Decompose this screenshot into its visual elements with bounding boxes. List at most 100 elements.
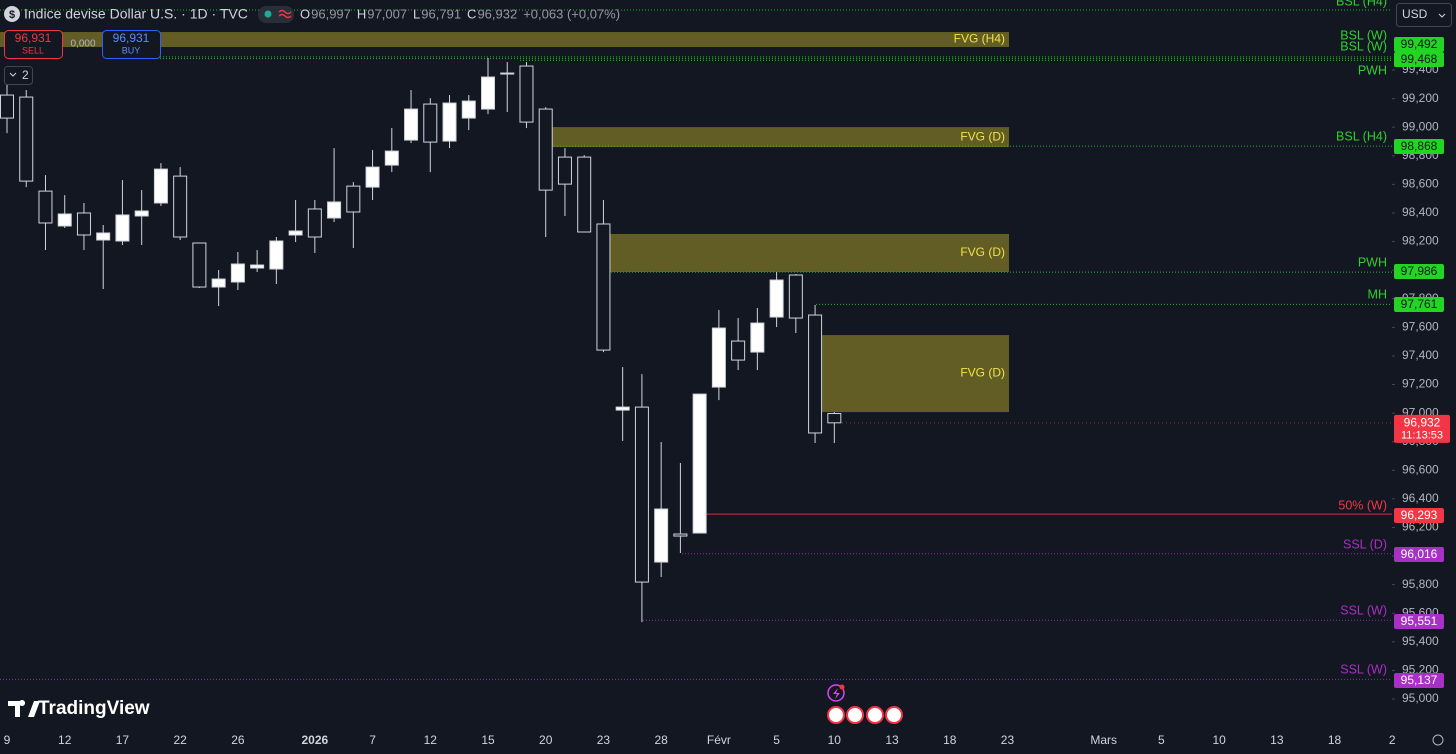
price-tag-label: 95,551 bbox=[1401, 614, 1438, 628]
level-label: BSL (H4) bbox=[1336, 0, 1387, 8]
y-tick-label: 98,600 bbox=[1402, 177, 1439, 191]
price-tag bbox=[1394, 264, 1444, 279]
candle-body bbox=[654, 508, 669, 563]
candle-body bbox=[827, 413, 842, 424]
price-tag-label: 95,137 bbox=[1401, 673, 1438, 687]
y-tick-label: 98,200 bbox=[1402, 234, 1439, 248]
candle-body bbox=[115, 214, 130, 242]
candle-body bbox=[692, 393, 707, 534]
layout-count[interactable]: 2 bbox=[22, 68, 29, 82]
buy-price[interactable]: 96,931 bbox=[113, 31, 150, 45]
fvg-zone bbox=[605, 233, 1009, 273]
x-tick-label: 12 bbox=[424, 733, 438, 747]
currency[interactable]: USD bbox=[1402, 7, 1428, 21]
y-tick-label: 99,000 bbox=[1402, 119, 1439, 133]
buy-button[interactable] bbox=[102, 30, 161, 59]
y-tick-label: 97,600 bbox=[1402, 320, 1439, 334]
price-tag bbox=[1394, 614, 1444, 629]
x-tick-label: 17 bbox=[116, 733, 130, 747]
candle-body bbox=[307, 208, 322, 238]
settings-icon[interactable] bbox=[1432, 734, 1444, 746]
x-tick-label: 13 bbox=[885, 733, 899, 747]
currency-select[interactable] bbox=[1396, 3, 1452, 27]
ohlc-change: +0,063 (+0,07%) bbox=[523, 6, 620, 21]
y-tick-label: 99,200 bbox=[1402, 91, 1439, 105]
x-tick-label: 2 bbox=[1389, 733, 1396, 747]
x-tick-label: 2026 bbox=[301, 733, 328, 747]
x-tick-label: 23 bbox=[1001, 733, 1015, 747]
candle-body bbox=[769, 279, 784, 318]
price-tag-label: 99,468 bbox=[1401, 52, 1438, 66]
candle-body bbox=[211, 278, 226, 288]
candle-body bbox=[76, 212, 91, 236]
candle-body bbox=[230, 263, 245, 283]
price-tag bbox=[1394, 297, 1444, 312]
y-tick-label: 95,000 bbox=[1402, 691, 1439, 705]
x-tick-label: 5 bbox=[1158, 733, 1165, 747]
candle-body bbox=[153, 168, 168, 204]
y-tick-label: 95,400 bbox=[1402, 634, 1439, 648]
x-tick-label: Mars bbox=[1090, 733, 1117, 747]
x-tick-label: 22 bbox=[173, 733, 187, 747]
us-event[interactable] bbox=[885, 706, 903, 724]
candle-body bbox=[0, 94, 14, 119]
current-price-tag bbox=[1394, 414, 1450, 443]
price-tag-label: 97,986 bbox=[1401, 264, 1438, 278]
ohlc-value: 96,791 bbox=[421, 6, 461, 21]
level-label: SSL (W) bbox=[1340, 603, 1387, 617]
buy-label[interactable]: BUY bbox=[122, 45, 141, 55]
ohlc-key: C bbox=[467, 6, 476, 21]
price-tag-label: 98,868 bbox=[1401, 139, 1438, 153]
candle-body bbox=[538, 108, 553, 191]
candle-body bbox=[96, 232, 111, 241]
candle-body bbox=[192, 242, 207, 288]
candle-body bbox=[384, 150, 399, 166]
sell-button[interactable] bbox=[4, 30, 63, 59]
level-label: SSL (D) bbox=[1343, 537, 1387, 551]
sell-price[interactable]: 96,931 bbox=[15, 31, 52, 45]
x-tick-label: 18 bbox=[1328, 733, 1342, 747]
y-tick-label: 96,200 bbox=[1402, 520, 1439, 534]
candle-body bbox=[19, 96, 34, 182]
ohlc-legend: O 96,997 H 97,007 L 96,791 C 96,932 +0,063 (+0,0… bbox=[300, 6, 620, 21]
y-tick-label: 97,200 bbox=[1402, 377, 1439, 391]
current-price: 96,932 bbox=[1404, 415, 1441, 429]
candle-body bbox=[423, 103, 438, 143]
plot: FVG (H4) FVG (D) FVG (D) FVG (D) BSL (H4) BSL… bbox=[0, 0, 1392, 680]
x-tick-label: 20 bbox=[539, 733, 553, 747]
x-tick-label: 18 bbox=[943, 733, 957, 747]
candle-body bbox=[38, 190, 53, 224]
status-pill bbox=[258, 6, 294, 23]
candle-body bbox=[134, 210, 149, 217]
level-label: 50% (W) bbox=[1338, 498, 1387, 512]
us-event[interactable] bbox=[827, 706, 845, 724]
candle-body bbox=[615, 406, 630, 411]
y-tick-label: 96,600 bbox=[1402, 462, 1439, 476]
y-tick-label: 97,400 bbox=[1402, 348, 1439, 362]
ohlc-key: O bbox=[300, 6, 310, 21]
candle-body bbox=[365, 166, 380, 188]
sell-label[interactable]: SELL bbox=[22, 45, 44, 55]
us-event[interactable] bbox=[866, 706, 884, 724]
price-tag-label: 97,761 bbox=[1401, 297, 1438, 311]
fvg-label: FVG (D) bbox=[960, 129, 1005, 143]
layout-button[interactable] bbox=[4, 66, 33, 85]
candle-body bbox=[250, 264, 265, 269]
candle-body bbox=[327, 201, 342, 219]
price-tag-label: 99,492 bbox=[1401, 37, 1438, 51]
candle-body bbox=[596, 223, 611, 351]
x-tick-label: 23 bbox=[597, 733, 611, 747]
candle-body bbox=[557, 156, 572, 185]
price-tag bbox=[1394, 37, 1444, 52]
chevron bbox=[1438, 13, 1446, 18]
level-label: MH bbox=[1368, 287, 1387, 301]
us-event[interactable] bbox=[846, 706, 864, 724]
candle-body bbox=[634, 406, 649, 583]
level-label: PWH bbox=[1358, 255, 1387, 269]
candle-body bbox=[750, 322, 765, 353]
x-tick-label: Févr bbox=[707, 733, 731, 747]
candle-body bbox=[481, 76, 495, 110]
candle-body bbox=[173, 175, 188, 238]
y-tick-label: 95,800 bbox=[1402, 577, 1439, 591]
